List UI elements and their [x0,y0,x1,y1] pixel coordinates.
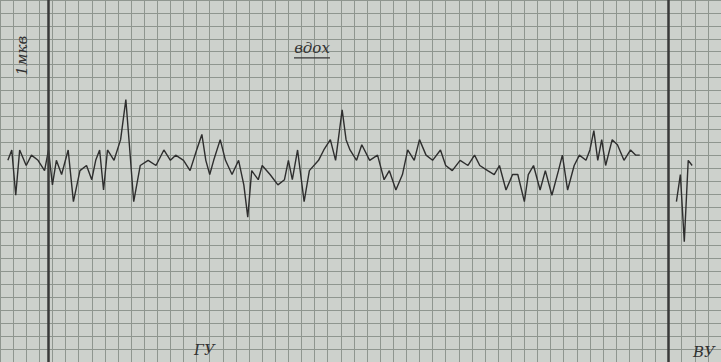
svg-text:1мкв: 1мкв [13,35,31,75]
svg-text:ГУ: ГУ [193,341,216,359]
svg-text:ВУ: ВУ [692,343,716,361]
svg-text:вдох: вдох [294,39,330,57]
